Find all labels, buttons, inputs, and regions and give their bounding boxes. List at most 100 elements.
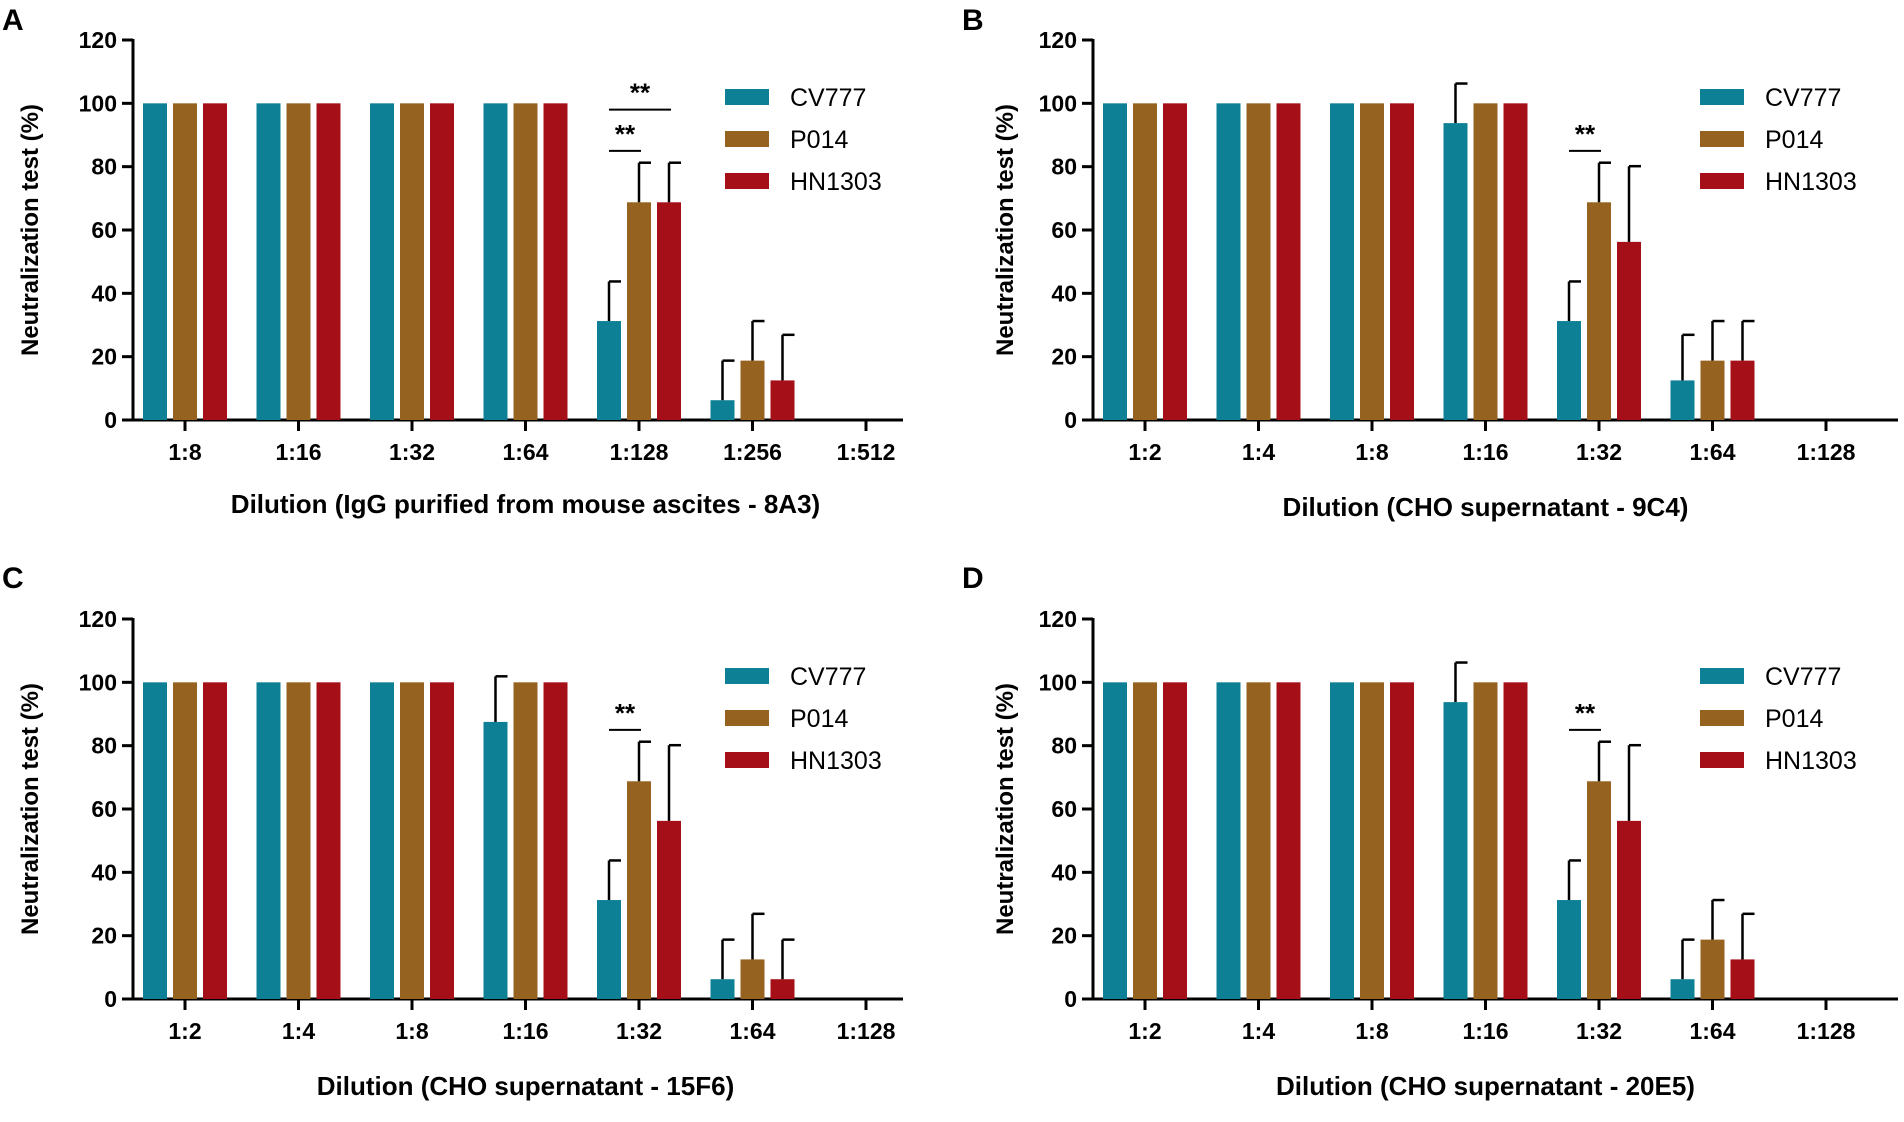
legend-swatch-p014 (1700, 131, 1744, 147)
bar-p014 (1133, 682, 1157, 999)
bar-p014 (1360, 682, 1384, 999)
bar-hn1303 (316, 682, 341, 999)
y-tick-label: 40 (91, 280, 117, 306)
bar-hn1303 (316, 103, 341, 420)
bar-cv777 (370, 682, 394, 999)
legend-swatch-p014 (725, 131, 769, 147)
bar-cv777 (1330, 682, 1354, 999)
x-tick-label: 1:64 (1689, 1018, 1735, 1044)
bar-p014 (740, 360, 765, 420)
x-tick-label: 1:4 (1242, 439, 1275, 465)
y-tick-label: 40 (1051, 859, 1077, 885)
bar-hn1303 (1276, 103, 1301, 420)
legend-swatch-p014 (1700, 710, 1744, 726)
y-tick-label: 120 (79, 606, 117, 632)
bar-hn1303 (657, 202, 681, 420)
significance-label: ** (1575, 698, 1596, 728)
bar-p014 (400, 103, 424, 420)
legend-label-p014: P014 (790, 126, 848, 154)
x-tick-label: 1:4 (1242, 1018, 1275, 1044)
significance-label: ** (1575, 119, 1596, 149)
y-tick-label: 120 (1039, 606, 1077, 632)
legend-swatch-p014 (725, 710, 769, 726)
bar-p014 (1246, 682, 1271, 999)
y-tick-label: 80 (1051, 733, 1077, 759)
bar-cv777 (1330, 103, 1354, 420)
legend-label-cv777: CV777 (1765, 84, 1841, 112)
x-tick-label: 1:8 (395, 1018, 428, 1044)
bar-p014 (286, 682, 311, 999)
x-tick-label: 1:256 (723, 439, 782, 465)
x-tick-label: 1:2 (1128, 439, 1161, 465)
panel-letter-b: B (962, 4, 984, 37)
bar-hn1303 (1730, 959, 1755, 999)
x-tick-label: 1:128 (610, 439, 669, 465)
legend-label-cv777: CV777 (790, 663, 866, 691)
significance-label: ** (615, 698, 636, 728)
x-tick-label: 1:32 (389, 439, 435, 465)
y-tick-label: 80 (91, 154, 117, 180)
panel-letter-c: C (2, 562, 24, 595)
bar-hn1303 (770, 979, 795, 999)
bar-cv777 (1670, 979, 1695, 999)
legend-label-cv777: CV777 (1765, 663, 1841, 691)
x-axis-label: Dilution (CHO supernatant - 15F6) (317, 1071, 734, 1101)
y-axis-label: Neutralization test (%) (17, 683, 44, 935)
y-tick-label: 120 (1039, 27, 1077, 53)
legend-swatch-cv777 (725, 89, 769, 105)
bar-hn1303 (1503, 103, 1528, 420)
y-tick-label: 100 (1039, 669, 1077, 695)
bar-p014 (286, 103, 311, 420)
legend-label-hn1303: HN1303 (790, 168, 882, 196)
bar-p014 (173, 682, 197, 999)
bar-hn1303 (1390, 682, 1414, 999)
x-tick-label: 1:512 (837, 439, 896, 465)
bar-hn1303 (543, 103, 568, 420)
x-axis-label: Dilution (CHO supernatant - 20E5) (1276, 1071, 1695, 1101)
x-tick-label: 1:128 (1797, 1018, 1856, 1044)
bar-p014 (627, 202, 651, 420)
bar-cv777 (1103, 103, 1127, 420)
bar-cv777 (1216, 682, 1241, 999)
y-tick-label: 40 (91, 859, 117, 885)
y-tick-label: 100 (79, 669, 117, 695)
y-axis-label: Neutralization test (%) (17, 104, 44, 356)
panel-letter-a: A (2, 4, 24, 37)
x-tick-label: 1:8 (168, 439, 201, 465)
legend-swatch-cv777 (725, 668, 769, 684)
panel-letter-d: D (962, 562, 984, 595)
legend-label-p014: P014 (790, 705, 848, 733)
y-tick-label: 0 (104, 986, 117, 1012)
panel-b: 0 20 40 60 80 100 120 1:2 1:4 1:8 1:16 1:32 1:64 1:12… (992, 27, 1898, 522)
bar-p014 (1587, 202, 1611, 420)
y-tick-label: 20 (1051, 344, 1077, 370)
bar-cv777 (256, 682, 281, 999)
bar-p014 (1133, 103, 1157, 420)
y-tick-label: 120 (79, 27, 117, 53)
bar-cv777 (256, 103, 281, 420)
x-tick-label: 1:32 (1576, 439, 1622, 465)
bar-p014 (1473, 103, 1498, 420)
y-tick-label: 60 (1051, 217, 1077, 243)
y-tick-label: 80 (91, 733, 117, 759)
legend-swatch-hn1303 (1700, 752, 1744, 768)
bar-hn1303 (770, 380, 795, 420)
bar-hn1303 (1276, 682, 1301, 999)
bar-cv777 (143, 682, 167, 999)
bar-p014 (400, 682, 424, 999)
bar-hn1303 (1503, 682, 1528, 999)
legend-label-hn1303: HN1303 (790, 747, 882, 775)
bar-hn1303 (1730, 360, 1755, 420)
y-tick-label: 20 (1051, 923, 1077, 949)
legend-swatch-hn1303 (725, 752, 769, 768)
legend-label-hn1303: HN1303 (1765, 168, 1857, 196)
y-tick-label: 0 (104, 407, 117, 433)
x-tick-label: 1:4 (282, 1018, 315, 1044)
legend-swatch-hn1303 (1700, 173, 1744, 189)
y-tick-label: 0 (1064, 986, 1077, 1012)
x-tick-label: 1:16 (1462, 439, 1508, 465)
significance-label: ** (630, 78, 651, 108)
legend-label-hn1303: HN1303 (1765, 747, 1857, 775)
y-tick-label: 60 (91, 796, 117, 822)
